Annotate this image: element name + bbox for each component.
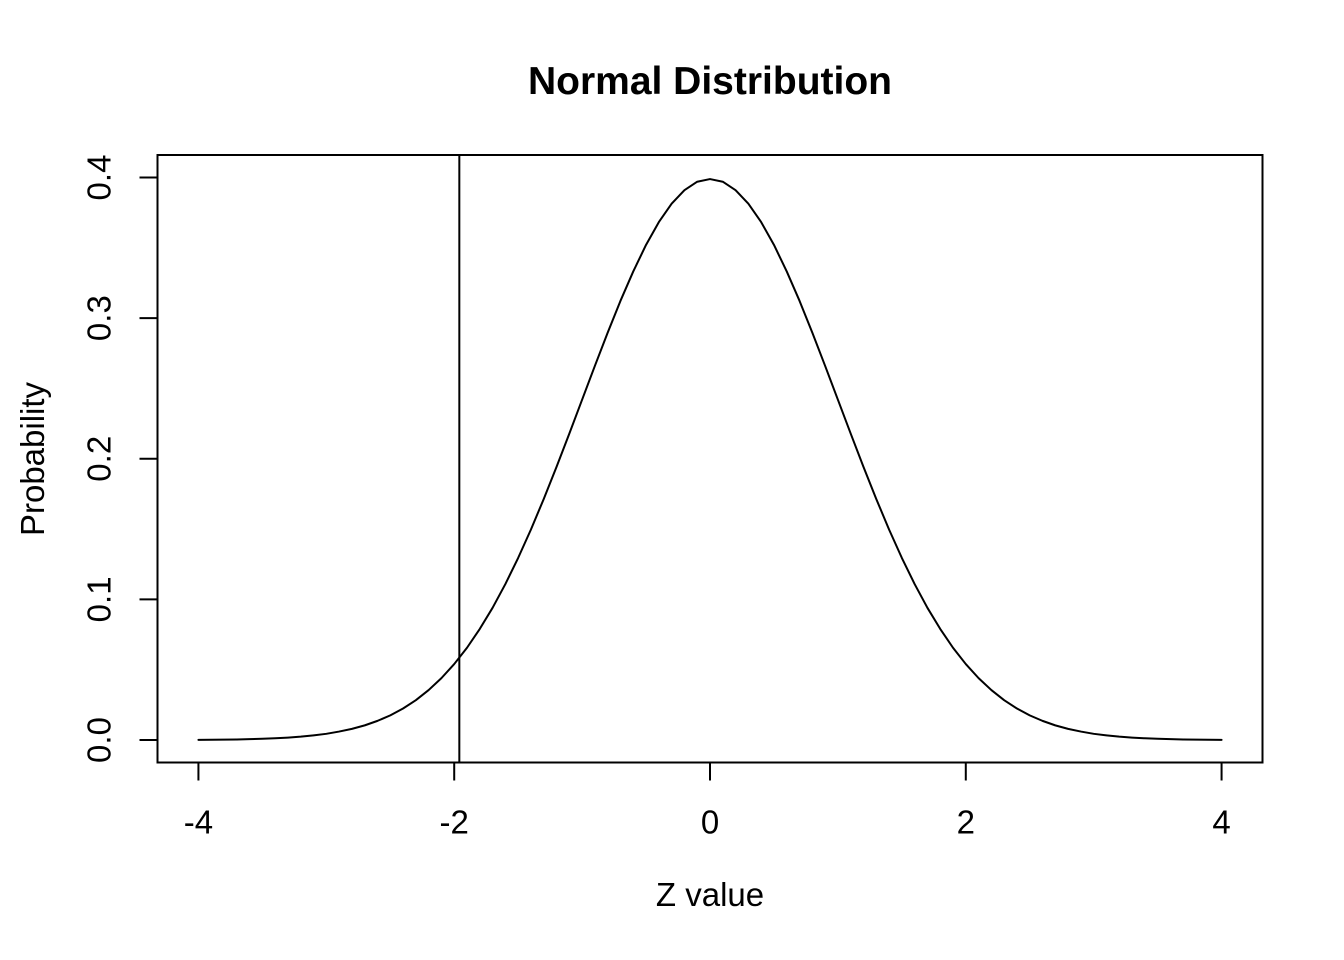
y-axis-tick-label: 0.4 (81, 155, 118, 201)
y-axis-tick-label: 0.0 (81, 717, 118, 763)
y-axis-label: Probability (14, 381, 51, 536)
x-axis-tick-label: -2 (440, 804, 469, 841)
y-axis-tick-label: 0.3 (81, 295, 118, 341)
plot-title: Normal Distribution (528, 60, 892, 103)
plot-content: -4 -2 0 2 4 0.0 0.1 0.2 0.3 0.4 (81, 154, 1264, 841)
x-axis-tick-label: 4 (1212, 804, 1230, 841)
x-axis-tick-label: 0 (701, 804, 719, 841)
y-axis-tick-label: 0.1 (81, 576, 118, 622)
x-axis-label: Z value (656, 876, 764, 913)
bell-curve (197, 178, 1223, 741)
x-axis-tick-label: -4 (184, 804, 213, 841)
x-axis-tick-label: 2 (957, 804, 975, 841)
y-axis-tick-label: 0.2 (81, 436, 118, 482)
plot-box (156, 154, 1264, 764)
